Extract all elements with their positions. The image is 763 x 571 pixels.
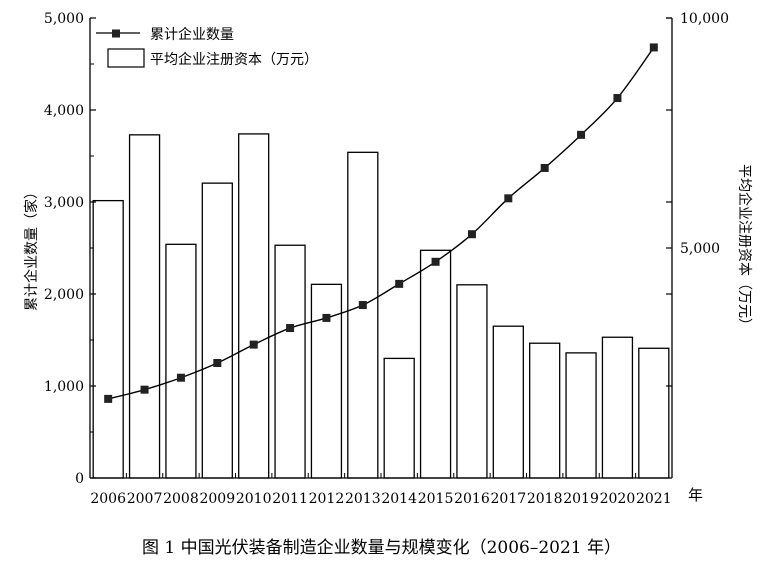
x-tick-label-2013: 2013 — [345, 491, 381, 507]
right-tick-label: 5,000 — [680, 241, 720, 257]
bar-2011 — [274, 244, 306, 479]
left-tick-label: 1,000 — [44, 379, 84, 395]
line-marker-2014 — [395, 279, 404, 288]
left-tick-label: 3,000 — [44, 195, 84, 211]
bar-2015 — [419, 249, 452, 479]
x-tick-label-2012: 2012 — [309, 491, 345, 507]
line-marker-2013 — [358, 301, 367, 310]
x-tick-label-2020: 2020 — [600, 491, 636, 507]
bar-2010 — [238, 133, 270, 479]
figure-caption: 图 1 中国光伏装备制造企业数量与规模变化（2006–2021 年） — [141, 538, 622, 558]
line-marker-2008 — [176, 373, 185, 382]
line-series — [104, 43, 658, 403]
axes: 0 1,000 2,000 3,000 4,000 5,000 5,000 10,000 200… — [44, 11, 729, 507]
line-marker-2021 — [649, 43, 658, 52]
line-marker-2009 — [213, 359, 222, 367]
bar-2014 — [383, 357, 415, 479]
right-axis-label: 平均企业注册资本（万元） — [736, 164, 753, 332]
line-marker-2017 — [504, 194, 513, 203]
chart: 0 1,000 2,000 3,000 4,000 5,000 5,000 10,000 200… — [23, 11, 753, 507]
x-tick-label-2017: 2017 — [490, 491, 526, 507]
left-axis-label: 累计企业数量（家） — [23, 185, 40, 311]
line-marker-2011 — [286, 324, 295, 333]
x-tick-label-2011: 2011 — [272, 491, 308, 507]
left-tick-label: 5,000 — [44, 11, 84, 27]
bar-2018 — [529, 342, 561, 479]
x-tick-label-2015: 2015 — [418, 491, 454, 507]
line-marker-2010 — [249, 340, 258, 349]
bar-2007 — [128, 134, 161, 479]
left-tick-label: 0 — [75, 471, 84, 487]
bar-series — [92, 133, 670, 479]
bar-2006 — [92, 199, 124, 479]
bar-2021 — [638, 347, 670, 479]
bar-2012 — [310, 283, 343, 479]
bar-2013 — [347, 151, 379, 479]
bar-2016 — [456, 284, 488, 479]
legend: 累计企业数量 平均企业注册资本（万元） — [96, 26, 318, 68]
x-tick-label-2007: 2007 — [127, 491, 163, 507]
left-tick-label: 2,000 — [44, 287, 84, 303]
line-path — [108, 47, 655, 400]
line-marker-2020 — [613, 94, 622, 103]
x-axis-unit: 年 — [688, 486, 703, 504]
x-tick-label-2008: 2008 — [163, 491, 199, 507]
legend-marker-swatch — [112, 29, 120, 38]
x-tick-label-2021: 2021 — [636, 491, 672, 507]
x-tick-label-2014: 2014 — [381, 491, 417, 507]
x-tick-label-2010: 2010 — [236, 491, 272, 507]
legend-bar-swatch — [107, 48, 145, 68]
line-marker-2018 — [540, 163, 549, 172]
line-marker-2006 — [104, 394, 113, 403]
legend-label-bar: 平均企业注册资本（万元） — [150, 51, 318, 68]
x-tick-label-2018: 2018 — [527, 491, 563, 507]
x-tick-label-2016: 2016 — [454, 491, 490, 507]
x-tick-label-2009: 2009 — [199, 491, 235, 507]
line-marker-2015 — [431, 257, 440, 266]
bar-2019 — [565, 352, 597, 479]
left-tick-label: 4,000 — [44, 103, 84, 119]
bar-2017 — [492, 325, 524, 479]
bar-2009 — [201, 182, 233, 479]
x-tick-label-2019: 2019 — [563, 491, 599, 507]
legend-label-line: 累计企业数量 — [150, 26, 234, 43]
line-marker-2012 — [322, 313, 331, 322]
line-marker-2016 — [467, 230, 476, 239]
line-marker-2019 — [577, 130, 586, 139]
bar-2008 — [165, 243, 197, 479]
x-tick-label-2006: 2006 — [90, 491, 126, 507]
bar-2020 — [601, 336, 634, 479]
right-tick-label: 10,000 — [680, 11, 729, 27]
line-marker-2007 — [140, 385, 149, 394]
